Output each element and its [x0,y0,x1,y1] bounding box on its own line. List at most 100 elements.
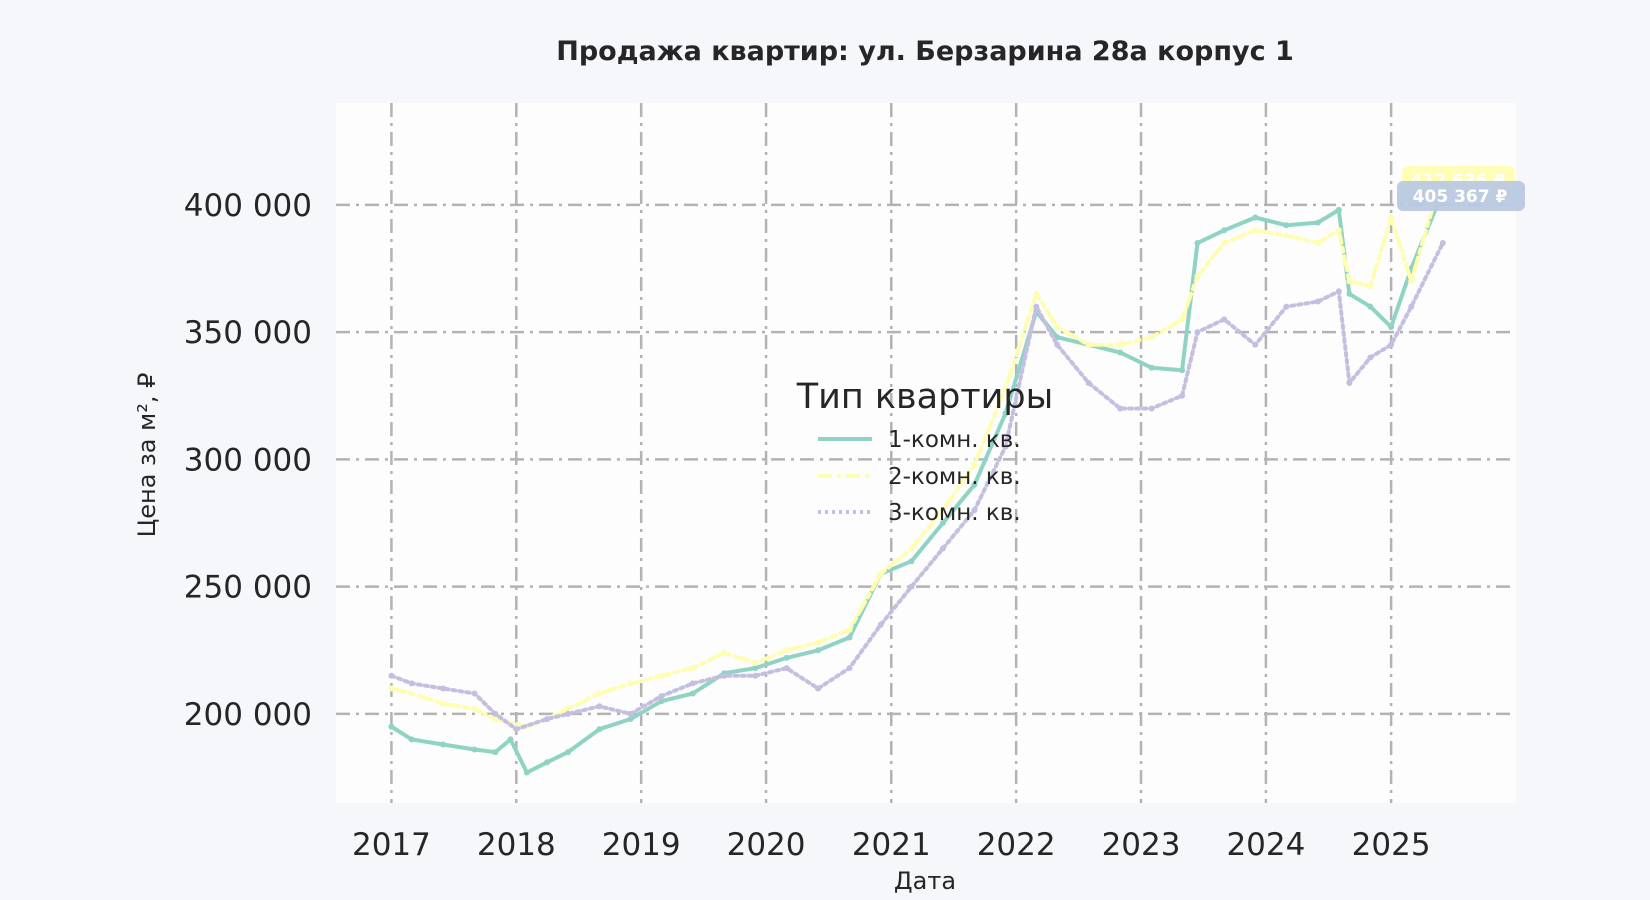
data-point [1388,324,1395,330]
data-point [1346,278,1353,285]
data-point [971,481,978,488]
data-point [1085,380,1092,386]
data-point [440,700,447,707]
x-tick-label: 2021 [852,827,931,863]
series-line-1 [389,189,1445,775]
data-point [815,639,822,646]
y-axis-label: Цена за м², ₽ [133,373,161,538]
data-point [752,660,759,666]
y-tick-label: 200 000 [184,697,312,733]
y-tick-label: 400 000 [184,188,312,224]
data-point [1252,214,1259,221]
data-point [815,647,822,654]
data-point [1283,232,1290,239]
data-point [721,649,728,656]
data-point [1335,288,1342,295]
data-point [1388,214,1395,221]
data-point [388,723,395,730]
data-point [939,507,946,514]
data-point [627,680,634,687]
data-point [1002,410,1009,417]
legend-label: 2-комн. кв. [888,464,1021,490]
data-point [513,726,520,733]
data-point [492,716,499,722]
data-point [1314,219,1321,226]
data-point [1033,290,1040,297]
data-point [388,685,395,692]
data-point [689,665,696,672]
data-point [1367,303,1374,310]
data-point [815,685,822,692]
data-point [908,545,915,552]
data-point [596,690,603,697]
data-point [1148,334,1155,341]
grid [336,103,1516,803]
x-tick-label: 2019 [602,827,681,863]
data-point [1252,341,1259,348]
data-point [1346,290,1353,297]
data-point [939,520,946,526]
data-point [408,690,415,697]
data-point [658,693,665,700]
data-point [1002,385,1009,392]
data-point [689,680,696,687]
data-point [1054,324,1061,330]
data-point [492,749,499,756]
data-point [783,665,790,672]
data-point [1221,240,1228,246]
data-point [971,461,978,468]
chart-title: Продажа квартир: ул. Берзарина 28а корпу… [556,36,1294,67]
data-point [1117,405,1124,412]
data-point [544,716,551,722]
data-point [440,741,447,748]
data-point [1179,316,1186,323]
data-point [523,769,530,776]
data-point [1179,392,1186,399]
series-lines [388,169,1446,776]
data-point [1221,227,1228,234]
data-point [846,626,853,633]
data-point [565,710,571,717]
data-point [1388,341,1395,348]
data-point [471,746,478,753]
data-point [627,710,634,717]
data-point [627,716,634,722]
data-point [846,665,853,672]
legend-label: 3-комн. кв. [888,500,1021,526]
x-tick-label: 2025 [1352,827,1431,863]
data-point [877,570,884,577]
data-point [783,647,790,654]
x-tick-label: 2018 [477,827,556,863]
data-point [908,558,915,565]
data-point [471,690,478,697]
data-point [492,710,499,717]
data-point [1283,303,1290,310]
y-tick-label: 300 000 [184,442,312,478]
data-point [408,736,415,743]
data-point [1148,405,1155,412]
x-axis-ticks: 2017 2018 2019 2020 2021 2022 2023 2024 … [352,827,1431,863]
data-point [1283,222,1290,229]
data-point [1221,316,1228,323]
data-point [1002,443,1009,450]
data-point [846,634,853,641]
data-point [658,698,665,705]
data-point [1117,341,1124,348]
data-point [596,726,603,733]
data-point [1085,341,1092,348]
end-value-label: 405 367 ₽ [1413,187,1508,207]
x-tick-label: 2023 [1102,827,1181,863]
data-point [471,705,478,712]
data-point [565,705,571,712]
x-tick-label: 2022 [977,827,1056,863]
data-point [939,545,946,552]
x-tick-label: 2017 [352,827,431,863]
data-point [1194,240,1201,246]
data-point [752,672,759,679]
data-point [1054,341,1061,348]
legend-title: Тип квартиры [796,377,1054,417]
data-point [440,685,447,692]
data-point [1179,367,1186,374]
legend-label: 1-комн. кв. [888,427,1021,453]
